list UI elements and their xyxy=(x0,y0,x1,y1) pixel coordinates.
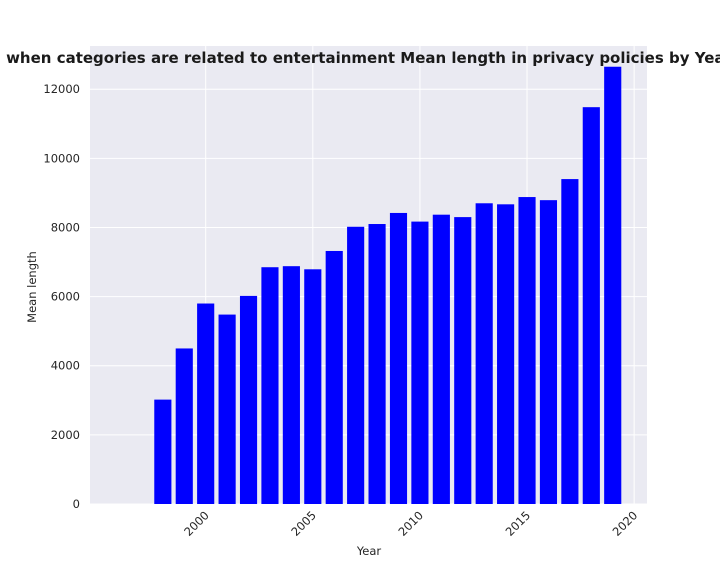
y-axis-label: Mean length xyxy=(25,251,39,323)
y-tick-label: 0 xyxy=(73,497,80,511)
bars-group xyxy=(154,66,622,505)
x-tick-label: 2015 xyxy=(503,508,534,539)
bar-2018 xyxy=(582,107,600,504)
chart-title: when categories are related to entertain… xyxy=(6,49,720,67)
x-tick-label: 2000 xyxy=(181,508,212,539)
y-tick-label: 6000 xyxy=(51,290,80,304)
bar-2014 xyxy=(497,204,515,505)
bar-2002 xyxy=(239,295,258,504)
bar-2013 xyxy=(475,203,493,505)
bar-2009 xyxy=(389,212,408,504)
bar-2007 xyxy=(347,226,365,504)
bar-2011 xyxy=(432,214,450,505)
y-tick-label: 12000 xyxy=(43,82,80,96)
y-tick-label: 4000 xyxy=(51,359,80,373)
bar-2012 xyxy=(454,217,472,505)
bar-2019 xyxy=(604,66,622,504)
y-tick-label: 10000 xyxy=(43,151,80,165)
bar-2016 xyxy=(539,200,558,504)
y-tick-label: 8000 xyxy=(51,220,80,234)
y-tick-label: 2000 xyxy=(51,428,80,442)
bar-2008 xyxy=(368,224,386,505)
bar-2003 xyxy=(261,267,279,504)
bar-2004 xyxy=(282,266,300,504)
bar-2017 xyxy=(561,179,579,505)
x-tick-labels: 2000 2005 2010 2015 2020 xyxy=(181,508,640,539)
x-tick-label: 2010 xyxy=(395,508,426,539)
bar-1999 xyxy=(175,348,193,504)
bar-2000 xyxy=(197,303,215,504)
bar-2005 xyxy=(304,269,322,504)
bar-2001 xyxy=(218,314,236,504)
bar-2015 xyxy=(518,197,536,504)
bar-1998 xyxy=(154,399,172,504)
x-tick-label: 2005 xyxy=(288,508,319,539)
y-tick-labels: 0 2000 4000 6000 8000 10000 12000 xyxy=(43,82,80,511)
bar-2006 xyxy=(325,250,343,504)
x-axis-label: Year xyxy=(356,544,382,558)
x-tick-label: 2020 xyxy=(610,508,641,539)
bar-2010 xyxy=(411,221,429,505)
